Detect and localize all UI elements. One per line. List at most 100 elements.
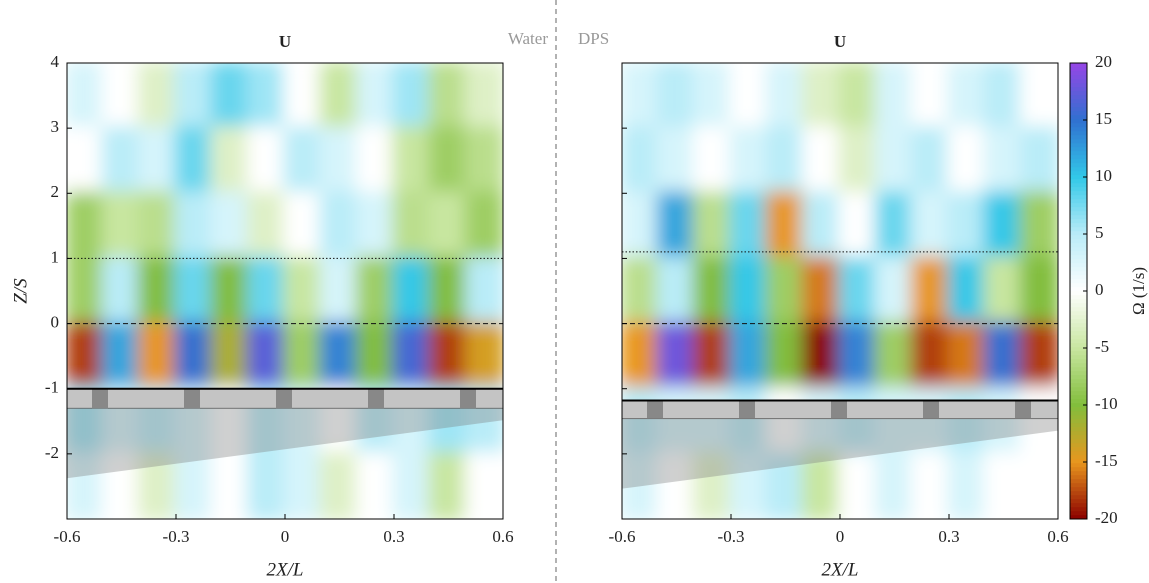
vorticity-cell (983, 191, 1024, 261)
vorticity-cell (174, 126, 215, 196)
bed-block (184, 388, 200, 409)
vorticity-cell (428, 191, 469, 261)
colorbar-swatch (1070, 434, 1087, 440)
vorticity-cell (67, 451, 106, 519)
vorticity-cell (355, 191, 396, 261)
x-tick-label: -0.3 (163, 527, 190, 546)
vorticity-cell (67, 63, 106, 131)
vorticity-cell (801, 321, 842, 391)
vorticity-cell (464, 191, 503, 261)
colorbar-swatch (1070, 274, 1087, 280)
vorticity-cell (101, 63, 142, 131)
colorbar-swatch (1070, 302, 1087, 308)
colorbar-swatch (1070, 450, 1087, 456)
colorbar-swatch (1070, 494, 1087, 500)
bed-block (368, 388, 384, 409)
vorticity-cell (874, 256, 915, 326)
colorbar-swatch (1070, 286, 1087, 292)
colorbar-swatch (1070, 382, 1087, 388)
vorticity-cell (174, 63, 215, 131)
vorticity-cell (838, 126, 879, 196)
colorbar-swatch (1070, 150, 1087, 156)
vorticity-cell (464, 126, 503, 196)
colorbar-swatch (1070, 374, 1087, 380)
vorticity-cell (656, 451, 697, 519)
vorticity-cell (174, 451, 215, 519)
colorbar-swatch (1070, 490, 1087, 496)
colorbar-swatch (1070, 514, 1087, 520)
colorbar-tick-label: 20 (1095, 52, 1112, 71)
shadow-wedge (622, 418, 1058, 489)
colorbar-swatch (1070, 122, 1087, 128)
vorticity-cell (983, 256, 1024, 326)
vorticity-cell (910, 321, 951, 391)
vorticity-cell (319, 191, 360, 261)
vorticity-cell (101, 126, 142, 196)
vorticity-cell (392, 256, 433, 326)
vorticity-cell (622, 256, 661, 326)
vorticity-cell (765, 191, 806, 261)
vorticity-cell (910, 256, 951, 326)
colorbar-swatch (1070, 246, 1087, 252)
colorbar-tick-label: -10 (1095, 394, 1118, 413)
colorbar-swatch (1070, 354, 1087, 360)
vorticity-cell (283, 321, 324, 391)
colorbar-swatch (1070, 458, 1087, 464)
x-tick-label: 0 (281, 527, 290, 546)
vorticity-cell (355, 126, 396, 196)
colorbar-swatch (1070, 378, 1087, 384)
vorticity-cell (137, 126, 178, 196)
vorticity-cell (765, 386, 806, 456)
vorticity-cell (246, 191, 287, 261)
vorticity-cell (464, 256, 503, 326)
vorticity-cell (874, 451, 915, 519)
colorbar-swatch (1070, 398, 1087, 404)
vorticity-cell (656, 256, 697, 326)
vorticity-cell (910, 191, 951, 261)
colorbar-swatch (1070, 486, 1087, 492)
colorbar-swatch (1070, 194, 1087, 200)
colorbar-swatch (1070, 322, 1087, 328)
colorbar-swatch (1070, 186, 1087, 192)
colorbar-swatch (1070, 446, 1087, 452)
colorbar-swatch (1070, 202, 1087, 208)
vorticity-cell (1019, 191, 1058, 261)
vorticity-cell (983, 451, 1024, 519)
colorbar-swatch (1070, 478, 1087, 484)
colorbar-tick-label: -5 (1095, 337, 1109, 356)
vorticity-cell (874, 321, 915, 391)
colorbar-swatch (1070, 130, 1087, 136)
colorbar-swatch (1070, 474, 1087, 480)
vorticity-cell (428, 126, 469, 196)
vorticity-cell (801, 386, 842, 456)
vorticity-cell (210, 321, 251, 391)
vorticity-cell (355, 451, 396, 519)
colorbar-swatch (1070, 350, 1087, 356)
colorbar-tick-label: -15 (1095, 451, 1118, 470)
colorbar-swatch (1070, 226, 1087, 232)
colorbar-tick-label: 15 (1095, 109, 1112, 128)
vorticity-cell (428, 256, 469, 326)
colorbar-swatch (1070, 422, 1087, 428)
vorticity-cell (947, 451, 988, 519)
vorticity-cell (801, 451, 842, 519)
colorbar-swatch (1070, 358, 1087, 364)
vorticity-cell (210, 256, 251, 326)
vorticity-cell (283, 63, 324, 131)
vorticity-cell (283, 451, 324, 519)
vorticity-cell (983, 63, 1024, 131)
vorticity-cell (765, 451, 806, 519)
colorbar-swatch (1070, 114, 1087, 120)
colorbar-swatch (1070, 498, 1087, 504)
x-tick-label: 0.6 (1047, 527, 1068, 546)
vorticity-cell (246, 256, 287, 326)
colorbar-swatch (1070, 402, 1087, 408)
colorbar-swatch (1070, 266, 1087, 272)
vorticity-cell (355, 63, 396, 131)
colorbar-swatch (1070, 234, 1087, 240)
y-axis-label: Z/S (10, 278, 31, 304)
colorbar-swatch (1070, 482, 1087, 488)
vorticity-cell (67, 321, 106, 391)
vorticity-cell (874, 191, 915, 261)
